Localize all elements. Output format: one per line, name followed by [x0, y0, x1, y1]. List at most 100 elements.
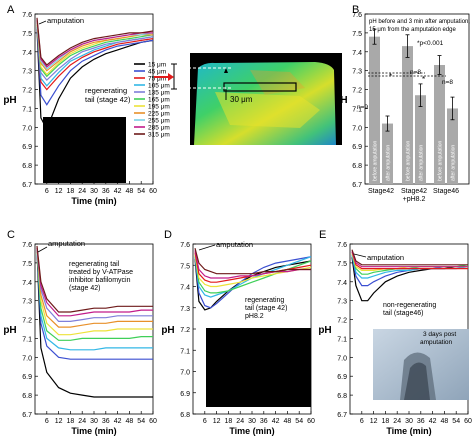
series-line-3 [36, 25, 154, 91]
y-tick-label: 7.0 [337, 355, 347, 362]
y-tick-label: 7.5 [337, 261, 347, 268]
x-tick-label: 60 [149, 188, 157, 195]
x-tick-label: 24 [236, 418, 244, 425]
x-tick-label: 60 [149, 418, 157, 425]
annotation-stage: tail (stage 42) [85, 95, 131, 104]
y-tick-label: 6.8 [337, 393, 347, 400]
y-tick-label: 7.6 [22, 242, 32, 249]
group-label-2: Stage42 [401, 188, 427, 195]
chart-title-line-1: pH before and 3 min after amputation, [369, 19, 470, 25]
y-tick-label: 7.6 [352, 12, 362, 19]
legend-label-9: 255 μm [148, 118, 170, 125]
bar-inner-label: before amputation [438, 140, 444, 181]
annotation-line-1: non-regenerating [383, 302, 436, 309]
series-line-11 [36, 17, 154, 66]
y-tick-label: 7.3 [22, 299, 32, 306]
x-tick-label: 12 [213, 418, 221, 425]
x-tick-label: 42 [114, 418, 122, 425]
x-tick-label: 24 [78, 418, 86, 425]
bar-2-1 [402, 46, 413, 184]
y-tick-label: 6.8 [352, 163, 362, 170]
y-tick-label: 7.2 [337, 318, 347, 325]
series-line-3 [194, 256, 312, 298]
series-line-2 [36, 27, 154, 106]
x-tick-label: 18 [382, 418, 390, 425]
bar-inner-label: before amputation [406, 140, 412, 181]
annotation-line-2: treated by V-ATPase [69, 269, 133, 276]
x-tick-label: 6 [360, 418, 364, 425]
series-line-7 [351, 251, 468, 268]
x-tick-label: 48 [441, 418, 449, 425]
bar-inner-label: after amputation [419, 145, 425, 181]
y-tick-label: 6.9 [352, 144, 362, 151]
amputation-pointer [198, 244, 216, 251]
x-tick-label: 24 [78, 188, 86, 195]
y-tick-label: 6.9 [22, 374, 32, 381]
amputation-pointer [353, 253, 367, 258]
x-tick-label: 54 [452, 418, 460, 425]
y-tick-label: 7.1 [22, 106, 32, 113]
x-tick-label: 18 [67, 188, 75, 195]
x-tick-label: 24 [393, 418, 401, 425]
x-tick-label: 54 [137, 418, 145, 425]
panel-label-d: D [164, 229, 172, 241]
y-tick-label: 6.9 [22, 144, 32, 151]
n-label-2: n=8 [410, 69, 421, 76]
y-axis-label: pH [161, 325, 174, 336]
legend-label-7: 195 μm [148, 104, 170, 111]
series-line-6 [351, 251, 468, 270]
y-tick-label: 7.0 [22, 355, 32, 362]
legend-label-4: 105 μm [148, 83, 170, 90]
n-label-1: n=9 [357, 104, 368, 111]
y-tick-label: 7.2 [22, 318, 32, 325]
series-line-10 [36, 19, 153, 68]
series-line-2 [36, 251, 153, 360]
panel-a-black-inset [43, 117, 126, 183]
series-line-8 [351, 249, 468, 266]
y-axis-label: pH [3, 95, 16, 106]
annotation-line-3: pH8.2 [245, 313, 264, 320]
group-label-3: Stage46 [433, 188, 459, 195]
y-tick-label: 7.2 [180, 327, 190, 334]
series-line-7 [36, 247, 153, 322]
x-tick-label: 30 [248, 418, 256, 425]
y-tick-label: 7.3 [352, 69, 362, 76]
y-tick-label: 7.4 [22, 50, 32, 57]
legend-label-2: 45 μm [148, 69, 166, 76]
x-tick-label: 30 [90, 188, 98, 195]
legend-label-8: 225 μm [148, 111, 170, 118]
x-tick-label: 12 [55, 418, 63, 425]
annotation-amputation: amputation [216, 240, 253, 249]
bar-3-2 [447, 108, 458, 184]
y-tick-label: 7.2 [22, 88, 32, 95]
annotation-line-3: inhibitor bafilomycin [69, 277, 131, 284]
group-label-1: Stage42 [368, 188, 394, 195]
x-tick-label: 48 [284, 418, 292, 425]
series-line-9 [36, 245, 153, 313]
y-tick-label: 6.7 [22, 182, 32, 189]
y-tick-label: 7.3 [180, 306, 190, 313]
legend-label-3: 75 μm [148, 76, 166, 83]
y-tick-label: 6.8 [180, 412, 190, 419]
group-label-2-sub: +pH8.2 [403, 196, 426, 203]
x-tick-label: 42 [114, 188, 122, 195]
panel-label-e: E [319, 229, 326, 241]
x-tick-label: 12 [55, 188, 63, 195]
series-line-6 [36, 23, 154, 78]
x-tick-label: 60 [464, 418, 472, 425]
y-tick-label: 6.8 [22, 393, 32, 400]
panel-e-line-chart: 6.7 6.8 6.9 7.0 7.1 7.2 7.3 7.4 7.5 7.6 6 12 18 24 30 3… [318, 242, 472, 436]
bar-2-2 [415, 95, 426, 184]
x-axis-label: Time (min) [386, 426, 431, 436]
legend-label-10: 285 μm [148, 125, 170, 132]
annotation-amputation: amputation [48, 239, 85, 248]
x-tick-label: 36 [417, 418, 425, 425]
x-tick-label: 36 [102, 418, 110, 425]
series-line-8 [194, 248, 311, 275]
chart-title-line-2: 15 μm from the amputation edge [369, 27, 457, 33]
bar-inner-label: after amputation [386, 145, 392, 181]
y-tick-label: 6.9 [337, 374, 347, 381]
y-tick-label: 7.4 [337, 280, 347, 287]
y-tick-label: 6.7 [337, 412, 347, 419]
